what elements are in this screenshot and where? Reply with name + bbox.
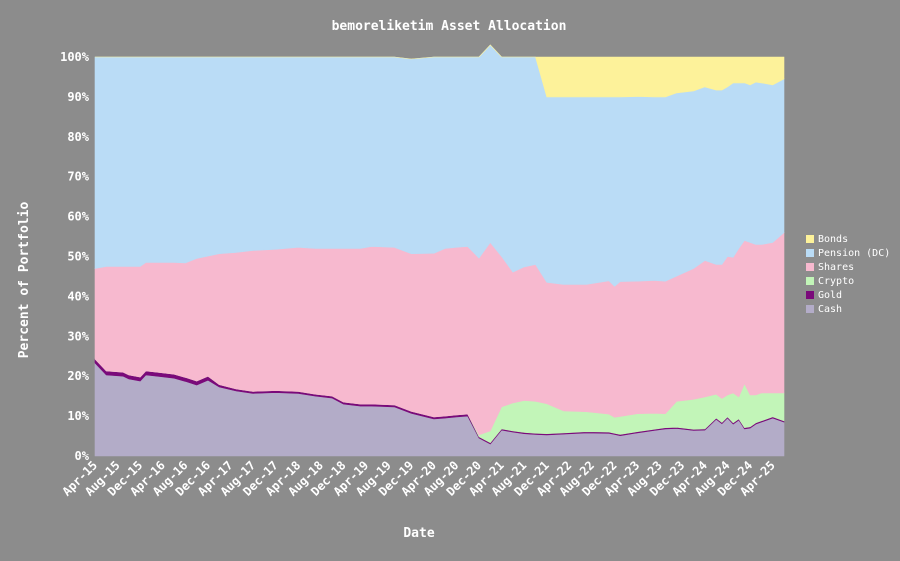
y-tick-label: 20% [67,369,89,383]
legend-label-bonds: Bonds [818,234,848,245]
y-tick-label: 90% [67,90,89,104]
y-tick-label: 80% [67,130,89,144]
y-tick-label: 40% [67,289,89,303]
y-tick-label: 70% [67,170,89,184]
legend-label-cash: Cash [818,304,842,315]
legend-label-pension-dc: Pension (DC) [818,248,890,259]
legend-label-crypto: Crypto [818,276,854,287]
y-axis-label: Percent of Portfolio [17,202,32,359]
y-tick-label: 30% [67,329,89,343]
legend-swatch-gold [806,291,814,299]
legend-swatch-cash [806,305,814,313]
legend-label-gold: Gold [818,290,842,301]
legend: Bonds Pension (DC) Shares Crypto Gold Cash [806,234,890,315]
y-tick-label: 60% [67,210,89,224]
series-area-bonds [95,44,785,98]
x-axis-label: Date [403,526,434,541]
legend-swatch-bonds [806,235,814,243]
legend-swatch-shares [806,263,814,271]
plot-area [94,44,785,457]
y-tick-label: 100% [60,50,90,64]
chart-title: bemoreliketim Asset Allocation [332,19,567,34]
legend-swatch-crypto [806,277,814,285]
legend-label-shares: Shares [818,262,854,273]
y-axis-ticks: 0% 10% 20% 30% 40% 50% 60% 70% 80% 90% 100% [60,50,90,463]
y-tick-label: 0% [75,449,90,463]
legend-swatch-pension-dc [806,249,814,257]
y-tick-label: 10% [67,409,89,423]
y-tick-label: 50% [67,250,89,264]
